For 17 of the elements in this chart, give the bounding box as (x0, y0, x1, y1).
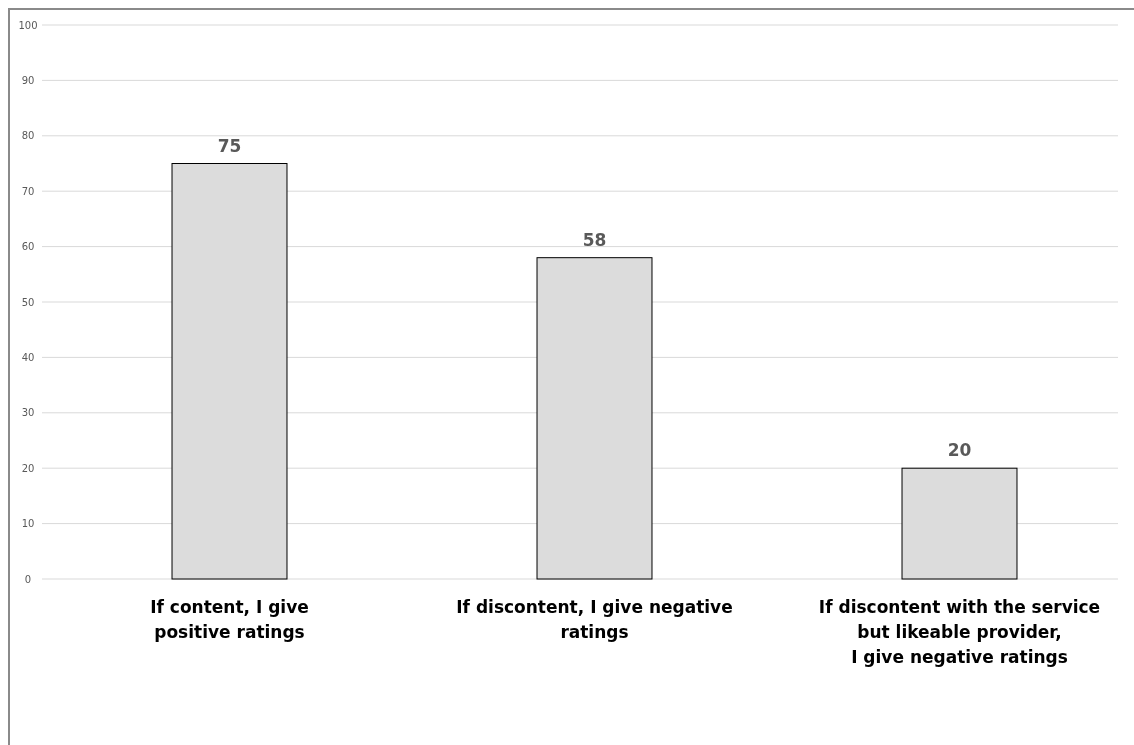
y-tick-label: 40 (21, 351, 35, 363)
y-tick-label: 20 (21, 462, 35, 474)
y-tick-label: 80 (21, 130, 35, 142)
y-tick-label: 0 (24, 573, 32, 585)
y-tick-label: 60 (21, 241, 35, 253)
data-label: 58 (582, 229, 607, 250)
data-label: 20 (947, 440, 972, 461)
y-tick-label: 90 (21, 74, 35, 86)
x-tick-label: If discontent, I give negative ratings (456, 597, 733, 642)
y-tick-label: 70 (21, 185, 35, 197)
x-tick-label: If discontent with the service but likeable provider, I give negative ratings (818, 597, 1101, 667)
y-tick-label: 30 (21, 407, 35, 419)
data-label: 75 (217, 135, 242, 156)
y-tick-label: 100 (18, 19, 38, 31)
x-tick-label: If content, I give positive ratings (150, 597, 309, 642)
y-tick-label: 50 (21, 296, 35, 308)
y-tick-label: 10 (21, 518, 35, 530)
